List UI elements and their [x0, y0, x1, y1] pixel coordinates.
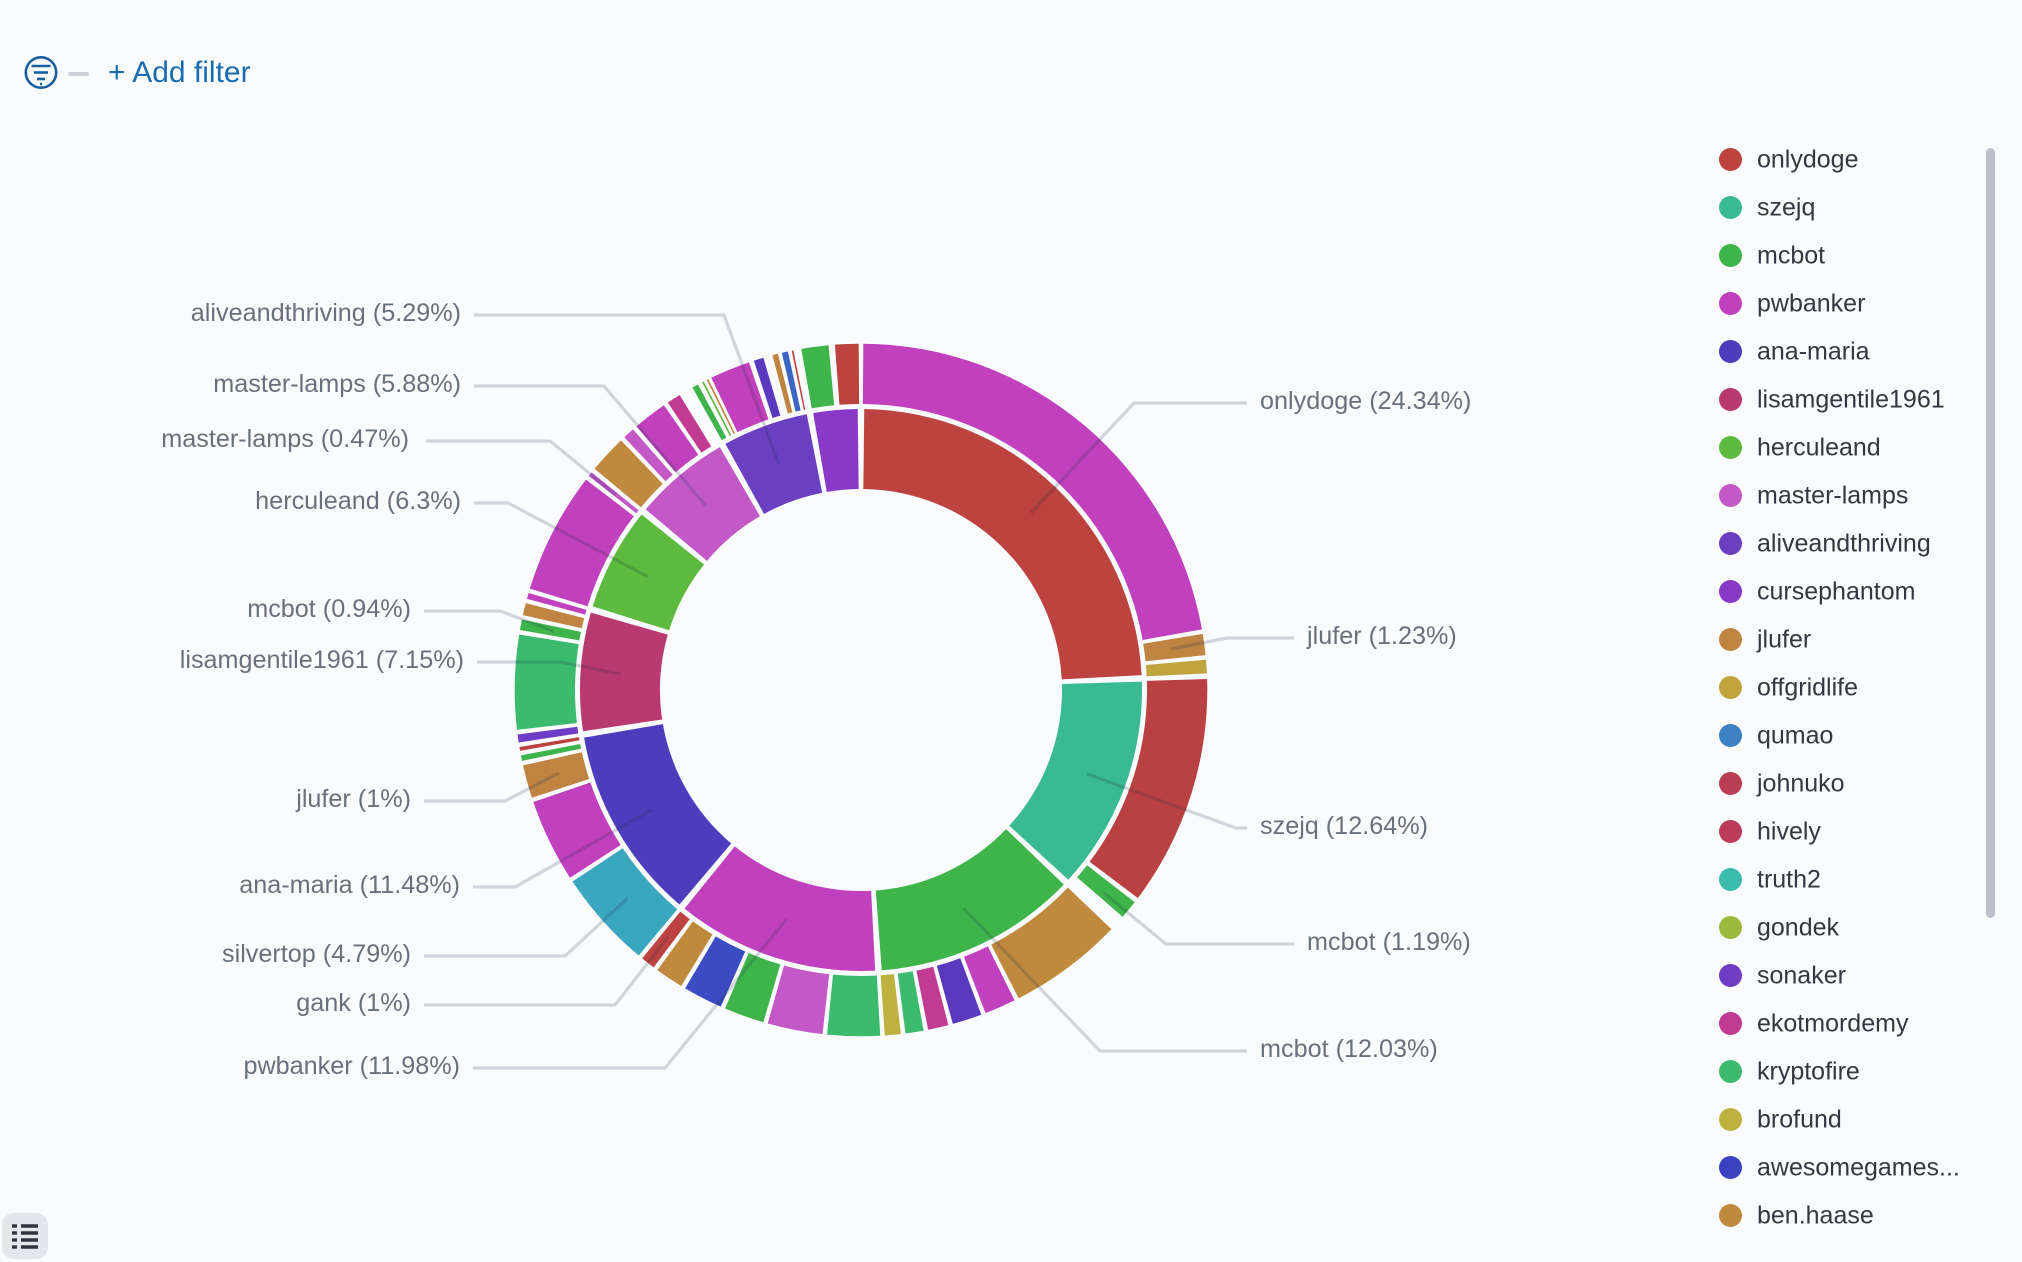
svg-text:mcbot (1.19%): mcbot (1.19%) — [1307, 928, 1471, 956]
svg-text:aliveandthriving (5.29%): aliveandthriving (5.29%) — [191, 299, 461, 327]
svg-text:master-lamps (0.47%): master-lamps (0.47%) — [161, 425, 409, 453]
svg-text:herculeand (6.3%): herculeand (6.3%) — [255, 487, 461, 515]
svg-text:master-lamps (5.88%): master-lamps (5.88%) — [213, 370, 461, 398]
svg-text:mcbot (12.03%): mcbot (12.03%) — [1260, 1035, 1438, 1063]
svg-text:jlufer (1%): jlufer (1%) — [295, 785, 411, 813]
svg-text:mcbot (0.94%): mcbot (0.94%) — [247, 595, 411, 623]
svg-text:jlufer (1.23%): jlufer (1.23%) — [1306, 622, 1457, 650]
svg-text:ana-maria (11.48%): ana-maria (11.48%) — [239, 871, 460, 899]
svg-text:szejq (12.64%): szejq (12.64%) — [1260, 812, 1428, 840]
svg-text:lisamgentile1961 (7.15%): lisamgentile1961 (7.15%) — [180, 646, 464, 674]
svg-text:onlydoge (24.34%): onlydoge (24.34%) — [1260, 387, 1471, 415]
svg-text:pwbanker (11.98%): pwbanker (11.98%) — [243, 1052, 460, 1080]
svg-text:gank (1%): gank (1%) — [296, 989, 411, 1017]
svg-text:silvertop (4.79%): silvertop (4.79%) — [222, 940, 411, 968]
